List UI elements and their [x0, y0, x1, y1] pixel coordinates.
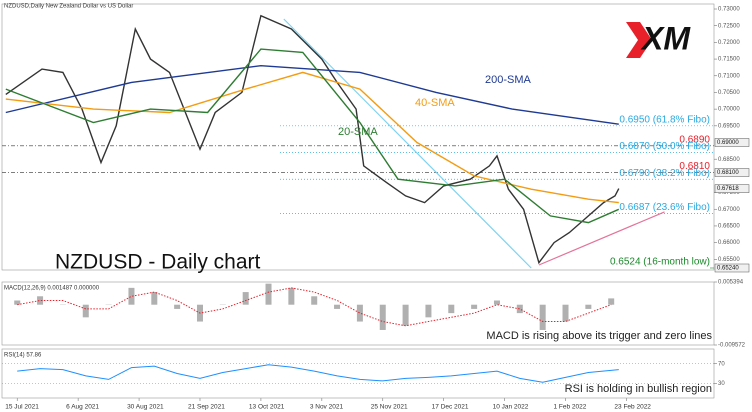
histogram-bar	[608, 298, 615, 305]
y-tick-label: -0.009572	[718, 343, 746, 349]
y-tick-label: 0.67500	[718, 190, 740, 196]
panel-note: MACD is rising above its trigger and zer…	[486, 330, 712, 342]
panel-title: MACD(12,26,9) 0.001487 0.000000	[4, 286, 100, 292]
y-tick-label: 0.70000	[718, 107, 740, 113]
level-label: 0.6524 (16-month low)	[610, 257, 710, 268]
y-tick-label: 70	[718, 361, 725, 367]
series-line	[5, 64, 619, 125]
histogram-bar	[311, 296, 318, 305]
series-label: 20-SMA	[338, 126, 378, 138]
panel-title: RSI(14) 57.86	[4, 353, 42, 359]
y-tick-label: 0.71000	[718, 73, 740, 79]
histogram-bar	[562, 304, 569, 322]
panel-frame	[1, 3, 715, 271]
y-tick-label: 0.72500	[718, 23, 740, 29]
panel-note: RSI is holding in bullish region	[565, 383, 712, 395]
y-tick-label: 0.67000	[718, 207, 740, 213]
header: NZDUSD,Daily New Zealand Dollar vs US Do…	[4, 4, 133, 10]
series-line	[5, 14, 620, 265]
histogram-bar	[402, 304, 409, 326]
histogram-bar	[128, 287, 135, 305]
trendline	[538, 211, 665, 266]
histogram-bar	[334, 304, 341, 309]
panel-frame	[1, 348, 715, 399]
y-tick-label: 0.70500	[718, 90, 740, 96]
histogram-bar	[37, 296, 44, 305]
panel: 0.65500 0.66000 0.66500 0.67000 0.67500 0.685…	[1, 3, 750, 411]
series-line	[17, 364, 619, 383]
price-label: 0.69000	[717, 140, 739, 146]
histogram-bar	[471, 304, 478, 309]
histogram-bar	[539, 304, 546, 330]
y-tick-label: 0.66000	[718, 240, 740, 246]
x-tick-label: 1 Feb 2022	[554, 404, 587, 411]
y-tick-label: 0.66500	[718, 224, 740, 230]
y-tick-label: 0.71500	[718, 57, 740, 63]
y-tick-label: 0.68500	[718, 157, 740, 163]
trendline	[283, 18, 532, 269]
y-tick-label: 0.73000	[718, 7, 740, 13]
price-label: 0.68100	[717, 170, 739, 176]
x-tick-label: 17 Dec 2021	[432, 404, 469, 411]
x-tick-label: 13 Oct 2021	[249, 404, 285, 411]
histogram-bar	[379, 304, 386, 330]
histogram-bar	[82, 304, 89, 318]
chart-title: NZDUSD - Daily chart	[55, 251, 261, 274]
histogram-bar	[288, 287, 295, 305]
histogram-bar	[151, 292, 158, 305]
histogram-bar	[265, 283, 272, 305]
histogram-bar	[516, 304, 523, 314]
price-label: 0.65240	[717, 266, 739, 272]
y-tick-label: 0.65500	[718, 257, 740, 263]
y-tick-label: 30	[718, 381, 725, 387]
level-label: 0.6870 (50.0% Fibo)	[619, 141, 710, 152]
logo: XM	[626, 20, 691, 58]
level-label: 0.6890	[679, 134, 710, 145]
x-tick-label: 23 Feb 2022	[614, 404, 651, 411]
x-tick-label: 3 Nov 2021	[310, 404, 344, 411]
x-tick-label: 6 Aug 2021	[66, 404, 99, 411]
series-line	[5, 71, 619, 204]
series-line	[5, 48, 620, 224]
y-tick-label: 0.72000	[718, 40, 740, 46]
panel: -0.009572 0.005394 MACD(12,26,9) 0.001487 …	[1, 280, 746, 349]
series-label: 40-SMA	[415, 97, 455, 109]
logo-mark	[626, 22, 652, 58]
x-tick-label: 30 Aug 2021	[127, 404, 164, 411]
histogram-bar	[448, 304, 455, 314]
panel: 30 70 RSI(14) 57.86 RSI is holding in bulli…	[1, 348, 725, 399]
histogram-bar	[14, 300, 21, 305]
x-tick-label: 10 Jan 2022	[493, 404, 529, 411]
price-label-box	[714, 184, 750, 193]
histogram-bar	[356, 304, 363, 322]
x-tick-label: 21 Sep 2021	[188, 404, 225, 411]
y-tick-label: 0.69500	[718, 123, 740, 129]
price-label-box	[714, 138, 750, 147]
histogram-bar	[585, 304, 592, 309]
series-label: 200-SMA	[485, 74, 532, 86]
histogram-bar	[174, 304, 181, 309]
level-label: 0.6687 (23.6% Fibo)	[619, 202, 710, 213]
x-tick-label: 25 Nov 2021	[371, 404, 408, 411]
histogram-bar	[493, 300, 500, 305]
level-label: 0.6790 (38.2% Fibo)	[619, 168, 710, 179]
y-tick-label: 0.005394	[718, 280, 744, 286]
level-label: 0.6950 (61.8% Fibo)	[619, 114, 710, 125]
histogram-bar	[425, 304, 432, 318]
level-label: 0.6810	[679, 161, 710, 172]
price-label: 0.67618	[717, 186, 739, 192]
price-label-box	[714, 168, 750, 177]
histogram-bar	[242, 292, 249, 305]
logo-text: XM	[640, 20, 691, 56]
panel-frame	[1, 281, 715, 346]
price-label-box	[714, 263, 750, 273]
x-tick-label: 15 Jul 2021	[5, 404, 39, 411]
